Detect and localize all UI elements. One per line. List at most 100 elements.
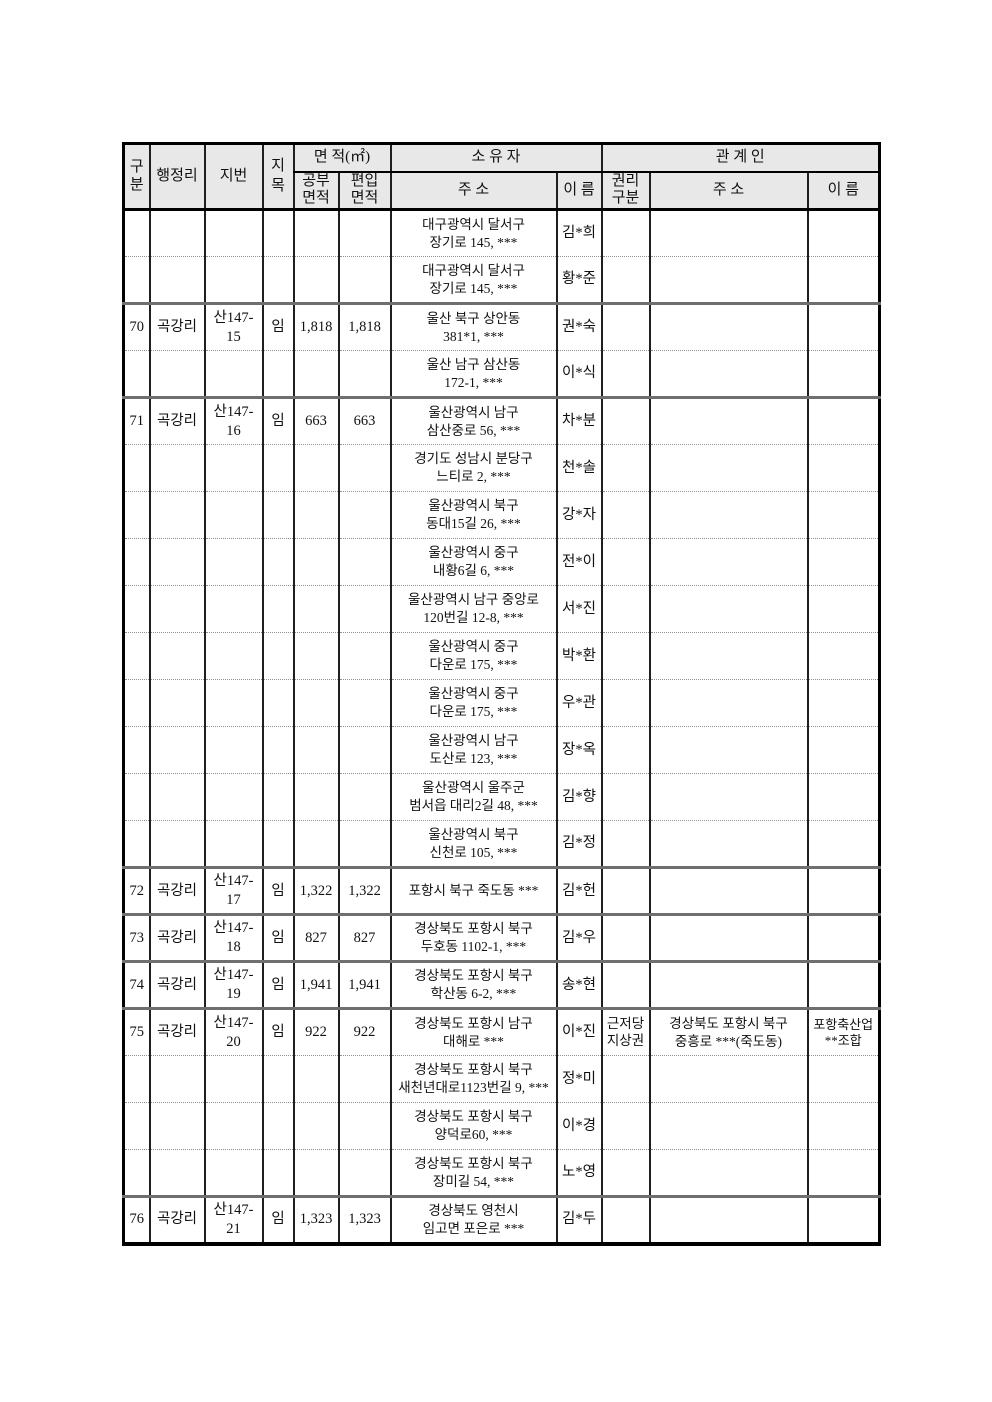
cell-owner-name: 김*헌	[555, 866, 602, 915]
cell-owner-addr: 울산광역시 중구 다운로 175, ***	[389, 679, 557, 727]
cell-owner-name: 차*분	[555, 396, 602, 445]
cell-right: 근저당 지상권	[600, 1007, 650, 1056]
cell-a2	[337, 1102, 391, 1150]
cell-owner-name: 김*두	[555, 1195, 602, 1244]
cell-right	[600, 679, 650, 727]
cell-owner-name: 황*준	[555, 256, 602, 304]
cell-jimok	[261, 726, 294, 774]
cell-village: 곡강리	[148, 960, 205, 1009]
land-owner-table: 구 분 행정리 지번 지목 면 적(㎡) 소 유 자 관 계 인 공부 면적 편…	[122, 142, 881, 1246]
cell-right	[600, 302, 650, 351]
cell-rel-addr	[648, 396, 808, 445]
table-header: 구 분 행정리 지번 지목 면 적(㎡) 소 유 자 관 계 인 공부 면적 편…	[122, 143, 880, 211]
cell-a2	[337, 350, 391, 398]
cell-jimok: 임	[261, 1195, 294, 1244]
cell-rel-name	[806, 538, 880, 586]
cell-right	[600, 773, 650, 821]
cell-jimok: 임	[261, 960, 294, 1009]
cell-no	[122, 679, 150, 727]
cell-owner-name: 박*환	[555, 632, 602, 680]
cell-jimok: 임	[261, 866, 294, 915]
cell-village	[148, 820, 205, 868]
cell-lot	[203, 585, 263, 633]
cell-lot	[203, 632, 263, 680]
cell-a2	[337, 256, 391, 304]
cell-village	[148, 1102, 205, 1150]
cell-rel-name	[806, 820, 880, 868]
cell-jimok: 임	[261, 302, 294, 351]
cell-rel-addr: 경상북도 포항시 북구 중흥로 ***(죽도동)	[648, 1007, 808, 1056]
cell-lot	[203, 209, 263, 257]
cell-no: 76	[122, 1195, 150, 1244]
cell-owner-addr: 경상북도 포항시 북구 두호동 1102-1, ***	[389, 913, 557, 962]
cell-a1: 1,818	[292, 302, 339, 351]
col-header-owner-address: 주 소	[389, 171, 557, 211]
cell-rel-name	[806, 960, 880, 1009]
cell-rel-name	[806, 444, 880, 492]
cell-a1	[292, 679, 339, 727]
cell-owner-name: 전*이	[555, 538, 602, 586]
cell-rel-addr	[648, 1055, 808, 1103]
cell-owner-addr: 울산광역시 남구 도산로 123, ***	[389, 726, 557, 774]
cell-a2	[337, 773, 391, 821]
cell-lot: 산147-21	[203, 1195, 263, 1244]
cell-a1: 663	[292, 396, 339, 445]
cell-a2	[337, 726, 391, 774]
cell-a1	[292, 444, 339, 492]
cell-a2	[337, 444, 391, 492]
cell-a2	[337, 632, 391, 680]
cell-jimok	[261, 632, 294, 680]
cell-lot: 산147-17	[203, 866, 263, 915]
col-header-owner-name: 이 름	[555, 171, 602, 211]
col-header-related-address: 주 소	[648, 171, 808, 211]
cell-rel-addr	[648, 1195, 808, 1244]
cell-lot	[203, 1055, 263, 1103]
table-row: 71 곡강리 산147-16 임 663 663 울산광역시 남구 삼산중로 56, ***…	[122, 396, 880, 445]
table-row: 울산광역시 북구 신천로 105, *** 김*정	[122, 820, 880, 868]
cell-lot	[203, 491, 263, 539]
cell-lot	[203, 1149, 263, 1197]
cell-lot	[203, 444, 263, 492]
cell-jimok	[261, 538, 294, 586]
table-row: 73 곡강리 산147-18 임 827 827 경상북도 포항시 북구 두호동 1102-…	[122, 913, 880, 962]
cell-no	[122, 632, 150, 680]
col-header-related-name: 이 름	[806, 171, 880, 211]
cell-village: 곡강리	[148, 302, 205, 351]
cell-owner-name: 노*영	[555, 1149, 602, 1197]
cell-owner-addr: 울산 북구 상안동 381*1, ***	[389, 302, 557, 351]
cell-owner-addr: 울산광역시 울주군 범서읍 대리2길 48, ***	[389, 773, 557, 821]
cell-right	[600, 350, 650, 398]
table-row: 76 곡강리 산147-21 임 1,323 1,323 경상북도 영천시 임고면 포은로 …	[122, 1195, 880, 1244]
cell-lot	[203, 679, 263, 727]
cell-owner-addr: 울산광역시 남구 삼산중로 56, ***	[389, 396, 557, 445]
table-row: 울산광역시 북구 동대15길 26, *** 강*자	[122, 491, 880, 539]
header-row-groups: 구 분 행정리 지번 지목 면 적(㎡) 소 유 자 관 계 인	[122, 143, 880, 211]
cell-owner-addr: 대구광역시 달서구 장기로 145, ***	[389, 209, 557, 257]
cell-right	[600, 538, 650, 586]
cell-lot: 산147-18	[203, 913, 263, 962]
cell-owner-addr: 울산광역시 중구 내황6길 6, ***	[389, 538, 557, 586]
cell-rel-name	[806, 679, 880, 727]
cell-village	[148, 585, 205, 633]
cell-no: 70	[122, 302, 150, 351]
cell-right	[600, 913, 650, 962]
col-header-gubun: 구 분	[122, 143, 150, 211]
table-row: 72 곡강리 산147-17 임 1,322 1,322 포항시 북구 죽도동 *** 김*헌	[122, 866, 880, 915]
cell-a1	[292, 491, 339, 539]
cell-owner-addr: 울산 남구 삼산동 172-1, ***	[389, 350, 557, 398]
cell-rel-addr	[648, 1149, 808, 1197]
table-row: 경상북도 포항시 북구 양덕로60, *** 이*경	[122, 1102, 880, 1150]
cell-a2	[337, 491, 391, 539]
cell-village	[148, 491, 205, 539]
cell-village	[148, 773, 205, 821]
cell-a2: 827	[337, 913, 391, 962]
cell-right	[600, 960, 650, 1009]
cell-owner-name: 우*관	[555, 679, 602, 727]
cell-a1: 827	[292, 913, 339, 962]
cell-village	[148, 209, 205, 257]
table-row: 75 곡강리 산147-20 임 922 922 경상북도 포항시 남구 대해로 *** 이*…	[122, 1007, 880, 1056]
cell-village	[148, 256, 205, 304]
table-row: 경상북도 포항시 북구 새천년대로1123번길 9, *** 정*미	[122, 1055, 880, 1103]
cell-owner-addr: 경상북도 포항시 북구 양덕로60, ***	[389, 1102, 557, 1150]
cell-right	[600, 820, 650, 868]
